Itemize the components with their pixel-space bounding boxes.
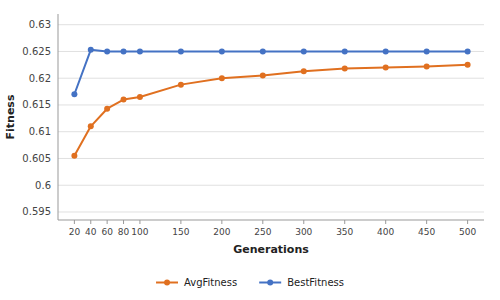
- x-tick: [344, 220, 345, 224]
- legend-label: AvgFitness: [184, 277, 237, 288]
- marker: [219, 48, 225, 54]
- marker: [383, 65, 389, 71]
- y-tick-label: 0.62: [29, 73, 51, 84]
- marker: [465, 48, 471, 54]
- x-tick: [139, 220, 140, 224]
- x-tick-label: 350: [336, 227, 353, 237]
- x-tick-label: 200: [213, 227, 230, 237]
- marker: [104, 48, 110, 54]
- marker: [121, 48, 127, 54]
- marker: [71, 91, 77, 97]
- x-axis: 20 40 60 80100 150 200 250 300 350 400 450 500: [69, 220, 477, 237]
- legend-marker: [164, 280, 170, 286]
- marker: [383, 48, 389, 54]
- x-axis-line: [58, 220, 484, 221]
- marker: [219, 75, 225, 81]
- marker: [424, 48, 430, 54]
- marker: [465, 62, 471, 68]
- marker: [104, 106, 110, 112]
- marker: [88, 123, 94, 129]
- marker: [301, 68, 307, 74]
- marker: [260, 73, 266, 79]
- x-tick: [262, 220, 263, 224]
- y-tick-label: 0.61: [29, 126, 51, 137]
- x-tick-label: 20: [69, 227, 81, 237]
- x-tick-label: 500: [459, 227, 476, 237]
- y-tick-label: 0.6: [35, 180, 51, 191]
- x-tick-label: 40: [85, 227, 97, 237]
- x-tick-label: 60: [101, 227, 113, 237]
- x-tick: [107, 220, 108, 224]
- x-tick-label: 100: [131, 227, 148, 237]
- marker: [178, 48, 184, 54]
- x-tick-label: 400: [377, 227, 394, 237]
- plot-area: [71, 47, 470, 159]
- x-tick: [123, 220, 124, 224]
- y-tick-label: 0.615: [22, 99, 51, 110]
- marker: [137, 94, 143, 100]
- y-tick-label: 0.625: [22, 46, 51, 57]
- marker: [342, 66, 348, 72]
- x-tick-label: 250: [254, 227, 271, 237]
- x-tick-label: 450: [418, 227, 435, 237]
- legend-label: BestFitness: [287, 277, 344, 288]
- y-tick-label: 0.595: [22, 206, 51, 217]
- grid-line: [58, 158, 484, 159]
- x-axis-label: Generations: [233, 243, 309, 256]
- marker: [178, 82, 184, 88]
- grid-line: [58, 104, 484, 105]
- y-axis: 0.595 0.6 0.605 0.61 0.615 0.62 0.625 0.63: [22, 19, 484, 217]
- marker: [71, 153, 77, 159]
- marker: [301, 48, 307, 54]
- x-tick: [74, 220, 75, 224]
- x-tick: [467, 220, 468, 224]
- x-tick-label: 300: [295, 227, 312, 237]
- grid-line: [58, 211, 484, 212]
- grid-line: [58, 185, 484, 186]
- x-tick-label: 150: [172, 227, 189, 237]
- x-tick: [90, 220, 91, 224]
- marker: [88, 47, 94, 53]
- chart: 0.595 0.6 0.605 0.61 0.615 0.62 0.625 0.63 20 40 6…: [0, 0, 500, 300]
- x-tick: [426, 220, 427, 224]
- grid-line: [58, 78, 484, 79]
- line: [74, 65, 467, 156]
- marker: [137, 48, 143, 54]
- x-tick: [303, 220, 304, 224]
- marker: [342, 48, 348, 54]
- grid-line: [58, 131, 484, 132]
- x-tick: [180, 220, 181, 224]
- marker: [424, 63, 430, 69]
- y-tick-label: 0.63: [29, 19, 51, 30]
- grid-line: [58, 24, 484, 25]
- x-tick: [385, 220, 386, 224]
- line: [74, 50, 467, 94]
- marker: [260, 48, 266, 54]
- y-tick-label: 0.605: [22, 153, 51, 164]
- x-tick-label: 80: [118, 227, 130, 237]
- y-axis-label: Fitness: [4, 94, 17, 139]
- legend-marker: [267, 280, 273, 286]
- x-tick: [221, 220, 222, 224]
- y-axis-line: [58, 14, 59, 220]
- marker: [121, 97, 127, 103]
- legend: AvgFitness BestFitness: [156, 277, 344, 288]
